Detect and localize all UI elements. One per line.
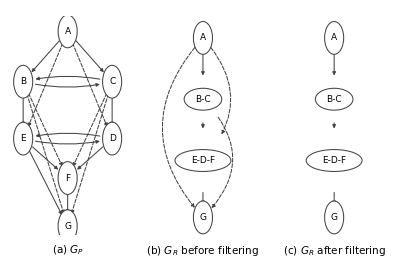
Text: G: G — [199, 213, 206, 222]
Circle shape — [324, 201, 343, 234]
Text: E-D-F: E-D-F — [191, 156, 214, 165]
Circle shape — [58, 162, 77, 194]
FancyArrowPatch shape — [201, 50, 204, 74]
FancyArrowPatch shape — [27, 94, 64, 213]
Text: G: G — [330, 213, 337, 222]
FancyArrowPatch shape — [332, 123, 335, 127]
FancyArrowPatch shape — [36, 133, 100, 137]
Circle shape — [193, 22, 212, 54]
FancyArrowPatch shape — [35, 84, 99, 87]
Text: (c) $G_R$ after filtering: (c) $G_R$ after filtering — [282, 244, 385, 258]
Ellipse shape — [306, 150, 361, 171]
Text: (b) $G_R$ before filtering: (b) $G_R$ before filtering — [146, 244, 259, 258]
Circle shape — [58, 210, 77, 243]
FancyArrowPatch shape — [35, 140, 99, 144]
FancyArrowPatch shape — [78, 147, 103, 169]
FancyArrowPatch shape — [201, 123, 204, 127]
FancyArrowPatch shape — [71, 94, 108, 213]
FancyArrowPatch shape — [210, 48, 230, 134]
FancyArrowPatch shape — [36, 76, 100, 80]
FancyArrowPatch shape — [22, 94, 25, 125]
FancyArrowPatch shape — [72, 43, 107, 126]
FancyArrowPatch shape — [212, 117, 232, 207]
FancyArrowPatch shape — [28, 93, 62, 166]
FancyArrowPatch shape — [76, 41, 103, 72]
Text: B: B — [20, 77, 26, 86]
Text: F: F — [65, 174, 70, 183]
Text: B-C: B-C — [195, 95, 210, 104]
Text: E: E — [20, 134, 26, 143]
Ellipse shape — [175, 150, 230, 171]
Circle shape — [13, 65, 33, 98]
Circle shape — [324, 22, 343, 54]
FancyArrowPatch shape — [73, 93, 107, 166]
FancyArrowPatch shape — [29, 150, 61, 214]
Circle shape — [102, 122, 121, 155]
Text: A: A — [65, 27, 70, 36]
FancyArrowPatch shape — [66, 191, 69, 213]
Text: E-D-F: E-D-F — [321, 156, 345, 165]
Text: A: A — [200, 33, 205, 42]
Circle shape — [58, 15, 77, 48]
FancyArrowPatch shape — [332, 50, 335, 74]
Ellipse shape — [315, 88, 352, 110]
FancyArrowPatch shape — [32, 147, 57, 169]
FancyArrowPatch shape — [32, 41, 59, 72]
FancyArrowPatch shape — [162, 48, 194, 207]
Text: G: G — [64, 222, 71, 231]
FancyArrowPatch shape — [332, 193, 335, 204]
FancyArrowPatch shape — [201, 193, 204, 204]
Circle shape — [13, 122, 33, 155]
Circle shape — [193, 201, 212, 234]
Text: D: D — [108, 134, 115, 143]
Text: (a) $G_P$: (a) $G_P$ — [52, 244, 83, 257]
Ellipse shape — [184, 88, 221, 110]
Text: A: A — [330, 33, 336, 42]
Text: C: C — [109, 77, 115, 86]
Text: B-C: B-C — [326, 95, 341, 104]
FancyArrowPatch shape — [28, 43, 63, 126]
Circle shape — [102, 65, 121, 98]
FancyArrowPatch shape — [110, 94, 113, 125]
